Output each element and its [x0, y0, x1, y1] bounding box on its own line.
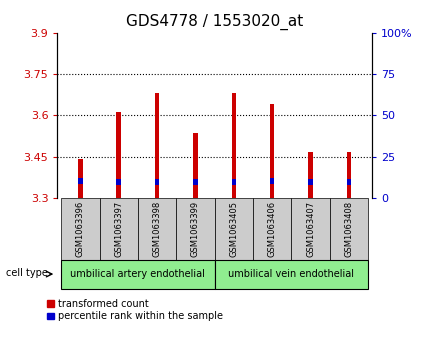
- Bar: [155, 93, 159, 198]
- Text: GSM1063405: GSM1063405: [230, 201, 238, 257]
- Bar: [308, 152, 313, 198]
- Bar: [193, 133, 198, 198]
- Text: GSM1063396: GSM1063396: [76, 201, 85, 257]
- Bar: [232, 93, 236, 198]
- Title: GDS4778 / 1553020_at: GDS4778 / 1553020_at: [126, 14, 303, 30]
- Bar: [232, 179, 236, 185]
- Bar: [270, 178, 275, 184]
- Text: cell type: cell type: [6, 268, 48, 278]
- Bar: [116, 179, 121, 185]
- Bar: [78, 178, 83, 184]
- FancyBboxPatch shape: [138, 198, 176, 260]
- Text: GSM1063407: GSM1063407: [306, 201, 315, 257]
- Text: GSM1063397: GSM1063397: [114, 201, 123, 257]
- Text: GSM1063398: GSM1063398: [153, 201, 162, 257]
- Text: umbilical vein endothelial: umbilical vein endothelial: [228, 269, 354, 279]
- FancyBboxPatch shape: [215, 260, 368, 289]
- Bar: [346, 152, 351, 198]
- Text: umbilical artery endothelial: umbilical artery endothelial: [71, 269, 205, 279]
- FancyBboxPatch shape: [176, 198, 215, 260]
- Bar: [346, 179, 351, 185]
- Bar: [193, 179, 198, 185]
- FancyBboxPatch shape: [61, 260, 215, 289]
- FancyBboxPatch shape: [291, 198, 330, 260]
- Bar: [155, 179, 159, 185]
- Bar: [78, 159, 83, 198]
- Bar: [116, 113, 121, 198]
- FancyBboxPatch shape: [61, 198, 99, 260]
- Bar: [308, 179, 313, 185]
- FancyBboxPatch shape: [99, 198, 138, 260]
- Legend: transformed count, percentile rank within the sample: transformed count, percentile rank withi…: [47, 299, 223, 321]
- FancyBboxPatch shape: [330, 198, 368, 260]
- FancyBboxPatch shape: [215, 198, 253, 260]
- Text: GSM1063399: GSM1063399: [191, 201, 200, 257]
- Bar: [270, 104, 275, 198]
- Text: GSM1063406: GSM1063406: [268, 201, 277, 257]
- FancyBboxPatch shape: [253, 198, 291, 260]
- Text: GSM1063408: GSM1063408: [344, 201, 353, 257]
